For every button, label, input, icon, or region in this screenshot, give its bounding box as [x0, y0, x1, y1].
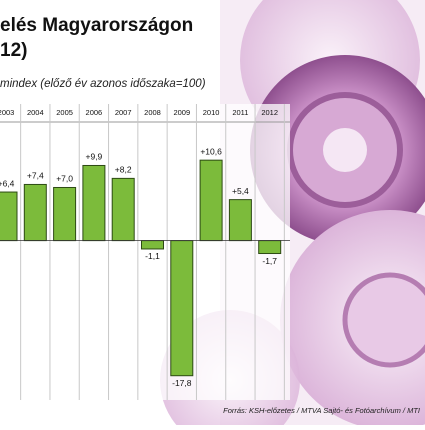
x-tick-label: 2004 [27, 108, 44, 117]
bar [258, 240, 282, 255]
bar [141, 240, 164, 250]
bar [228, 199, 252, 242]
value-label: +7,4 [27, 171, 44, 181]
value-label: -1,1 [145, 251, 160, 261]
x-tick-label: 2009 [173, 108, 190, 117]
x-tick-label: 2006 [86, 108, 103, 117]
value-label: +8,2 [115, 165, 132, 175]
value-label: +7,0 [56, 174, 73, 184]
bar [82, 164, 106, 242]
bar [53, 186, 77, 242]
value-label: +5,4 [232, 186, 249, 196]
bar [0, 191, 18, 242]
x-tick-label: 2005 [56, 108, 73, 117]
value-label: -17,8 [172, 378, 192, 388]
bar [199, 159, 223, 242]
background-gears [160, 0, 425, 430]
source: Forrás: KSH-előzetes / MTVA Sajtó- és Fo… [223, 406, 420, 415]
value-label: +10,6 [200, 146, 222, 156]
value-label: +9,9 [86, 152, 103, 162]
x-tick-label: 2008 [144, 108, 161, 117]
bar [111, 177, 135, 242]
x-tick-label: 2012 [261, 108, 278, 117]
plot-area [0, 104, 290, 400]
chart-subtitle: mindex (előző év azonos időszaka=100) [0, 78, 206, 90]
value-label: -1,7 [262, 256, 277, 266]
bar [23, 183, 47, 242]
x-tick-label: 2011 [232, 108, 248, 117]
chart-title-line2: 12) [0, 40, 27, 61]
chart-title: elés Magyarországon [0, 15, 193, 36]
bar [170, 240, 194, 377]
value-label: +6,4 [0, 178, 15, 188]
x-tick-label: 2003 [0, 108, 14, 117]
x-tick-label: 2007 [115, 108, 132, 117]
x-tick-label: 2010 [203, 108, 220, 117]
